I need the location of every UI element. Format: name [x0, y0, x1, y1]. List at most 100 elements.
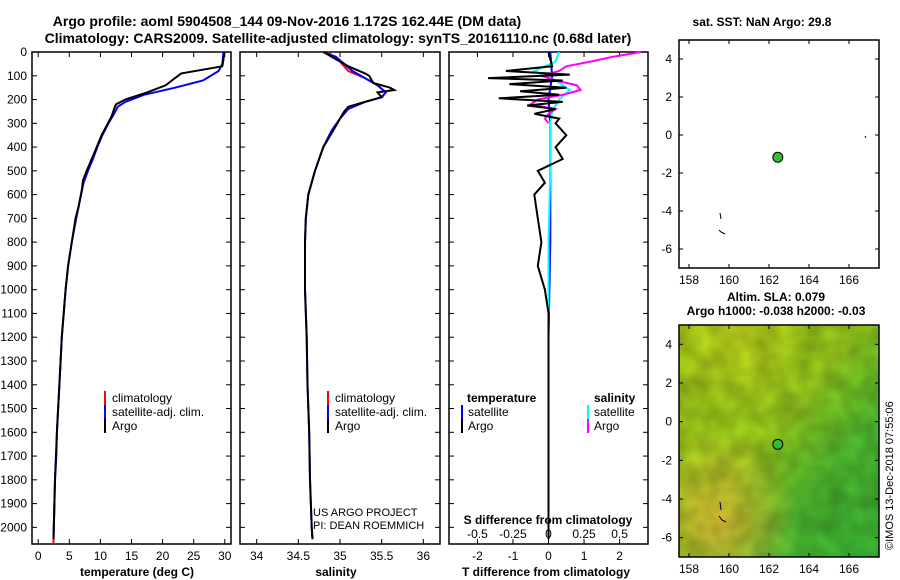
- map-y-tick-label: 4: [665, 52, 672, 66]
- sla-map-title-2: Argo h1000: -0.038 h2000: -0.03: [687, 304, 866, 318]
- sla-map-title-1: Altim. SLA: 0.079: [727, 290, 825, 304]
- difference-series: [488, 51, 642, 540]
- difference-depth-ticks: [449, 51, 648, 528]
- y-tick-label: 600: [7, 188, 27, 202]
- s-tick-label: 0: [545, 527, 552, 541]
- argo-location-marker: [772, 438, 784, 450]
- map-x-tick-label: 158: [679, 273, 699, 287]
- x-tick-label: 2: [616, 549, 623, 563]
- map-y-tick-label: -4: [661, 492, 672, 506]
- t-difference-xlabel: T difference from climatology: [462, 565, 630, 579]
- map-y-tick-label: 0: [665, 128, 672, 142]
- map-x-tick-label: 160: [719, 562, 739, 576]
- x-tick-label: 35.5: [370, 549, 394, 563]
- y-tick-label: 1100: [1, 306, 27, 320]
- salinity-axes-frame: [239, 51, 441, 545]
- legend-climatology: climatology: [335, 391, 395, 405]
- s-tick-label: -0.5: [467, 527, 488, 541]
- legend-satellite: satellite-adj. clim.: [335, 405, 427, 419]
- series-t-argo: [488, 51, 570, 540]
- map-y-tick-label: -6: [661, 531, 672, 545]
- y-tick-label: 500: [7, 164, 27, 178]
- salinity-x-axis: 34 34.5 35 35.5 36: [250, 52, 430, 563]
- x-tick-label: -2: [472, 549, 483, 563]
- difference-x-axis: -2 -1 0 1 2: [472, 52, 623, 563]
- y-tick-label: 900: [7, 259, 27, 273]
- series-argo: [304, 51, 398, 540]
- sla-map-frame: [678, 324, 880, 558]
- y-tick-label: 1600: [0, 425, 27, 439]
- map-x-tick-label: 160: [719, 273, 739, 287]
- y-tick-label: 2000: [0, 520, 27, 534]
- y-tick-label: 200: [7, 93, 27, 107]
- salinity-xlabel: salinity: [315, 565, 357, 579]
- temperature-xlabel: temperature (deg C): [80, 565, 194, 579]
- y-tick-label: 1800: [0, 473, 27, 487]
- sst-map-coastline: [718, 135, 867, 235]
- legend-t-satellite: satellite: [468, 405, 509, 419]
- legend-climatology: climatology: [112, 391, 172, 405]
- series-argo: [52, 51, 226, 540]
- s-tick-label: 0.25: [572, 527, 596, 541]
- sla-map-panel: Altim. SLA: 0.079 Argo h1000: -0.038 h20…: [661, 290, 880, 576]
- map-y-tick-label: 2: [665, 376, 672, 390]
- y-tick-label: 1200: [0, 330, 27, 344]
- temperature-legend: climatology satellite-adj. clim. Argo: [104, 391, 204, 433]
- x-tick-label: 10: [94, 549, 108, 563]
- sst-map-axes: 4 2 0 -2 -4 -6 158 160 162 164 166: [661, 40, 879, 287]
- y-tick-label: 300: [7, 116, 27, 130]
- salinity-series: [304, 51, 398, 540]
- title-line-2: Climatology: CARS2009. Satellite-adjuste…: [45, 30, 632, 46]
- title-line-1: Argo profile: aoml 5904508_144 09-Nov-20…: [53, 13, 521, 29]
- temperature-axes-frame: [31, 51, 232, 545]
- y-tick-label: 1400: [0, 378, 27, 392]
- y-tick-label: 1900: [0, 497, 27, 511]
- map-y-tick-label: -6: [661, 242, 672, 256]
- legend-salinity-title: salinity: [594, 391, 636, 405]
- map-y-tick-label: 4: [665, 337, 672, 351]
- map-x-tick-label: 166: [839, 562, 859, 576]
- argo-location-marker: [772, 151, 784, 163]
- timestamp: ©IMOS 13-Dec-2018 07:55:06: [884, 401, 896, 550]
- legend-temperature-title: temperature: [467, 391, 537, 405]
- map-x-tick-label: 166: [839, 273, 859, 287]
- map-x-tick-label: 162: [759, 562, 779, 576]
- map-x-tick-label: 164: [799, 562, 819, 576]
- sst-map-panel: sat. SST: NaN Argo: 29.8 4 2 0 -2 -4 -6 158 160…: [661, 15, 880, 287]
- legend-s-satellite: satellite: [594, 405, 635, 419]
- y-tick-label: 1000: [0, 283, 27, 297]
- difference-panel: -2 -1 0 1 2 -0.5 -0.25 0 0.25 0.5 S difference f…: [448, 51, 649, 579]
- s-difference-label: S difference from climatology: [464, 513, 633, 527]
- depth-axis: 0 100 200 300 400 500 600 700 800 900 1000 1100 1200…: [0, 45, 231, 534]
- x-tick-label: 35: [333, 549, 347, 563]
- legend-satellite: satellite-adj. clim.: [112, 405, 204, 419]
- y-tick-label: 1500: [0, 402, 27, 416]
- salinity-panel: 34 34.5 35 35.5 36 salinity climatology sate…: [239, 51, 441, 579]
- y-tick-label: 100: [7, 69, 27, 83]
- x-tick-label: 34.5: [287, 549, 311, 563]
- sla-map-axes: 4 2 0 -2 -4 -6 158 160 162 164 166: [661, 325, 879, 576]
- map-x-tick-label: 164: [799, 273, 819, 287]
- y-tick-label: 1300: [0, 354, 27, 368]
- x-tick-label: 20: [156, 549, 170, 563]
- credit-line-2: PI: DEAN ROEMMICH: [313, 520, 424, 532]
- salinity-depth-ticks: [240, 51, 440, 528]
- legend-argo: Argo: [112, 419, 138, 433]
- sst-map-title: sat. SST: NaN Argo: 29.8: [693, 15, 832, 29]
- map-y-tick-label: -2: [661, 166, 672, 180]
- map-y-tick-label: 0: [665, 415, 672, 429]
- sla-heatmap: [679, 325, 879, 557]
- legend-t-argo: Argo: [468, 419, 494, 433]
- map-y-tick-label: -4: [661, 204, 672, 218]
- legend-argo: Argo: [335, 419, 361, 433]
- y-tick-label: 700: [7, 211, 27, 225]
- s-tick-label: -0.25: [499, 527, 527, 541]
- x-tick-label: 0: [35, 549, 42, 563]
- salinity-legend: climatology satellite-adj. clim. Argo: [327, 391, 427, 433]
- map-x-tick-label: 158: [679, 562, 699, 576]
- temperature-x-axis: 0 5 10 15 20 25 30: [35, 52, 232, 563]
- x-tick-label: -1: [508, 549, 519, 563]
- x-tick-label: 1: [581, 549, 588, 563]
- difference-legend: temperature satellite Argo salinity sate…: [461, 391, 636, 433]
